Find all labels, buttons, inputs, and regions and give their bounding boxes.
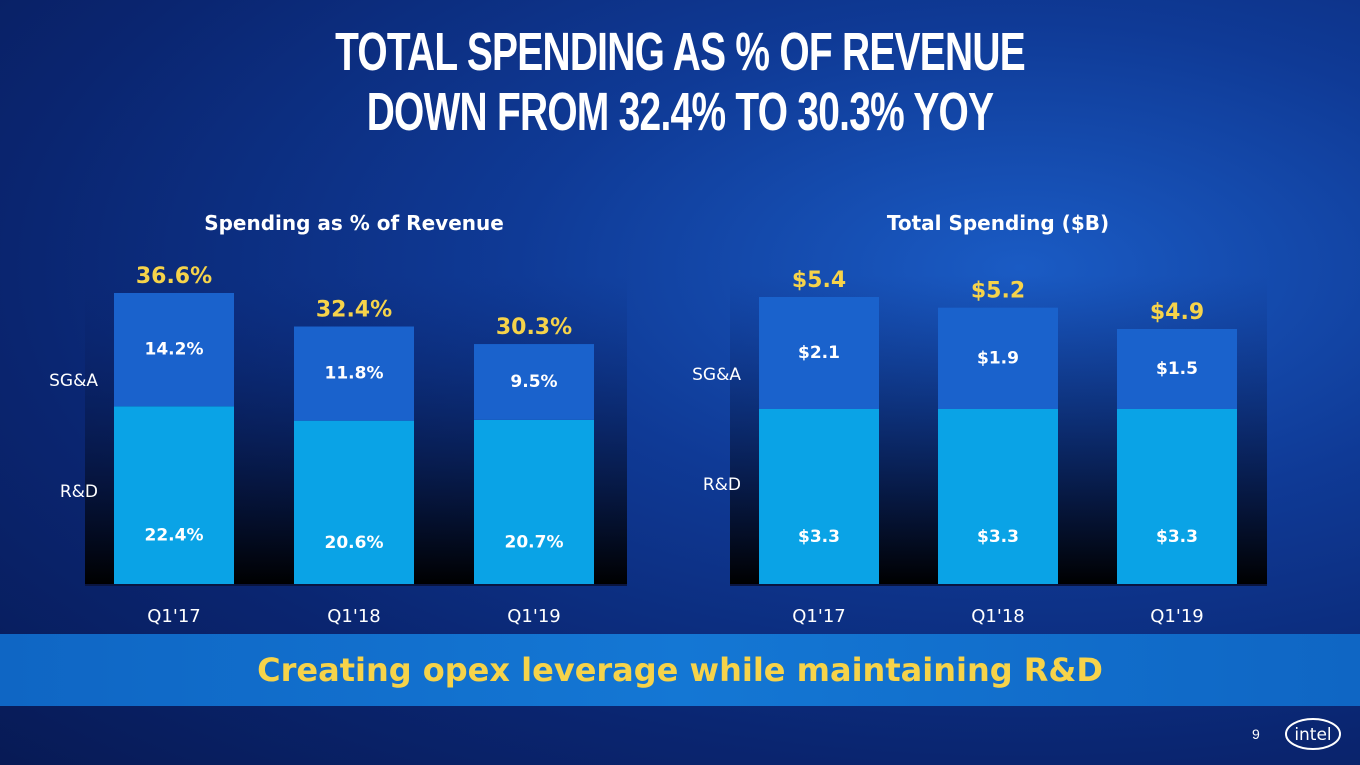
category-label-2: Q1'19 <box>1150 606 1203 627</box>
data-label-rd-0: 22.4% <box>145 526 204 546</box>
bar-rd-0 <box>114 406 234 585</box>
total-label-1: $5.2 <box>971 279 1025 304</box>
data-label-rd-2: 20.7% <box>505 532 564 552</box>
chart-title: Spending as % of Revenue <box>204 211 504 235</box>
chart-percent-of-revenue-svg: Spending as % of Revenue 22.4% 14.2% 36.6% Q… <box>49 211 627 627</box>
data-label-rd-0: $3.3 <box>798 527 840 547</box>
data-label-sga-0: 14.2% <box>145 340 204 360</box>
bar-rd-1 <box>294 420 414 585</box>
data-label-rd-1: $3.3 <box>977 527 1019 547</box>
data-label-sga-2: $1.5 <box>1156 359 1198 379</box>
bar-sga-0 <box>114 293 234 407</box>
bar-rd-1 <box>938 409 1058 585</box>
intel-logo-swoosh <box>1285 718 1341 750</box>
banner-text: Creating opex leverage while maintaining… <box>257 651 1103 689</box>
headline-line-1: TOTAL SPENDING AS % OF REVENUE <box>335 22 1026 82</box>
bar-rd-0 <box>759 409 879 585</box>
chart-total-spending-svg: Total Spending ($B) $3.3 $2.1 $5.4 Q1'17 $3.3… <box>692 211 1267 627</box>
chart-title: Total Spending ($B) <box>887 211 1109 235</box>
data-label-rd-2: $3.3 <box>1156 527 1198 547</box>
bar-sga-0 <box>759 297 879 409</box>
total-label-0: 36.6% <box>136 264 212 289</box>
series-label-rd: R&D <box>703 475 741 495</box>
bar-sga-1 <box>294 326 414 421</box>
data-label-rd-1: 20.6% <box>325 533 384 553</box>
intel-logo-wordmark: intel <box>1294 725 1331 745</box>
data-label-sga-1: 11.8% <box>325 364 384 384</box>
headline-line-2: DOWN FROM 32.4% TO 30.3% YOY <box>366 82 994 142</box>
bar-rd-2 <box>1117 409 1237 585</box>
data-label-sga-1: $1.9 <box>977 348 1019 368</box>
intel-logo-icon: intel <box>1285 718 1341 750</box>
category-label-1: Q1'18 <box>327 606 380 627</box>
total-label-2: 30.3% <box>496 315 572 340</box>
category-label-0: Q1'17 <box>147 606 200 627</box>
category-label-2: Q1'19 <box>507 606 560 627</box>
series-label-sga: SG&A <box>49 371 98 391</box>
data-label-sga-2: 9.5% <box>510 372 557 392</box>
data-label-sga-0: $2.1 <box>798 343 840 363</box>
bar-sga-2 <box>1117 329 1237 409</box>
chart-percent-of-revenue: Spending as % of Revenue 22.4% 14.2% 36.6% Q… <box>20 200 640 630</box>
series-label-rd: R&D <box>60 482 98 502</box>
page-number: 9 <box>1252 726 1260 742</box>
chart-total-spending: Total Spending ($B) $3.3 $2.1 $5.4 Q1'17 $3.3… <box>665 200 1285 630</box>
takeaway-banner: Creating opex leverage while maintaining… <box>0 634 1360 706</box>
slide-headline: TOTAL SPENDING AS % OF REVENUE DOWN FROM… <box>190 22 1169 142</box>
bar-sga-2 <box>474 344 594 420</box>
total-label-0: $5.4 <box>792 268 846 293</box>
category-label-0: Q1'17 <box>792 606 845 627</box>
category-label-1: Q1'18 <box>971 606 1024 627</box>
bar-sga-1 <box>938 307 1058 409</box>
total-label-2: $4.9 <box>1150 300 1204 325</box>
total-label-1: 32.4% <box>316 298 392 323</box>
series-label-sga: SG&A <box>692 365 741 385</box>
bar-rd-2 <box>474 419 594 585</box>
